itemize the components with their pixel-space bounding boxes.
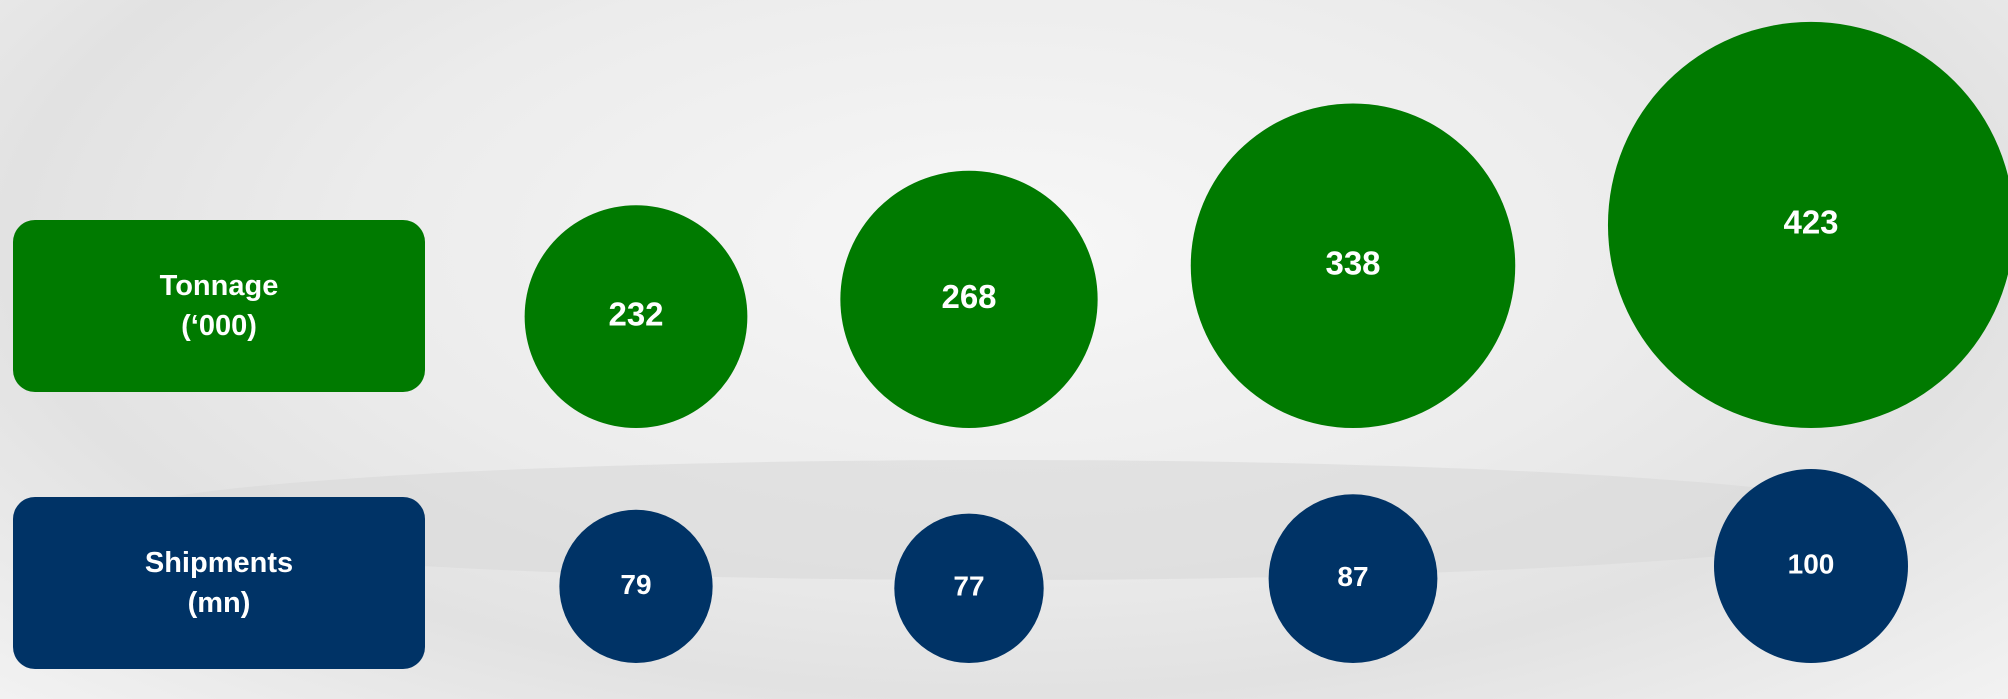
value-label: 100 (1788, 548, 1835, 579)
bubble (894, 513, 1044, 663)
series-label: Tonnage (‘000) (13, 220, 425, 392)
ground (100, 460, 1900, 580)
bubble (1190, 103, 1516, 428)
bubble (524, 205, 748, 428)
value-label: 232 (608, 295, 663, 332)
value-label: 338 (1325, 244, 1380, 281)
bubble (1714, 469, 1908, 663)
value-label: 79 (620, 569, 651, 600)
bubble (840, 170, 1098, 429)
value-label: 77 (953, 571, 984, 602)
value-label: 87 (1337, 561, 1368, 592)
series-label: Shipments (mn) (13, 497, 425, 669)
bubble (559, 509, 713, 663)
bubble (1268, 494, 1438, 663)
value-label: 423 (1783, 204, 1838, 241)
value-label: 268 (941, 278, 996, 315)
ground-shadow (100, 460, 1900, 580)
bubble (1608, 21, 2008, 428)
